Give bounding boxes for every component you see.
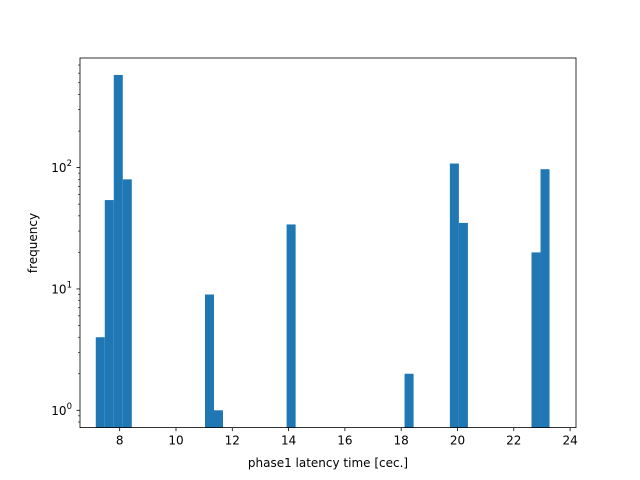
x-tick-label: 8 xyxy=(116,434,124,448)
histogram-bar-3 xyxy=(122,179,132,428)
x-tick-label: 24 xyxy=(562,434,577,448)
x-tick-label: 22 xyxy=(506,434,521,448)
y-axis-label: frequency xyxy=(26,213,40,273)
histogram-bar-6 xyxy=(286,224,296,428)
y-tick-label: 101 xyxy=(51,280,72,296)
x-axis-ticks: 8 10 12 14 16 18 20 22 24 xyxy=(116,427,578,448)
histogram-bar-0 xyxy=(95,337,105,428)
y-tick-label: 100 xyxy=(51,402,72,418)
histogram-bar-10 xyxy=(531,252,541,428)
histogram-bar-9 xyxy=(458,222,468,428)
histogram-bar-4 xyxy=(204,294,214,428)
y-tick-label: 102 xyxy=(51,159,72,175)
histogram-bar-8 xyxy=(449,163,459,428)
x-axis-label: phase1 latency time [cec.] xyxy=(248,456,408,470)
histogram-bar-7 xyxy=(404,373,414,428)
x-tick-label: 20 xyxy=(450,434,465,448)
x-tick-label: 16 xyxy=(337,434,352,448)
y-axis-ticks: 100 101 102 xyxy=(51,159,80,418)
bars-group xyxy=(95,74,550,428)
histogram-bar-11 xyxy=(540,169,550,428)
x-tick-label: 12 xyxy=(225,434,240,448)
histogram-bar-5 xyxy=(213,410,224,428)
x-tick-label: 14 xyxy=(281,434,296,448)
x-tick-label: 18 xyxy=(394,434,409,448)
plot-frame xyxy=(79,57,577,429)
histogram-bar-2 xyxy=(113,74,123,428)
x-tick-label: 10 xyxy=(168,434,183,448)
histogram-bar-1 xyxy=(104,200,114,428)
